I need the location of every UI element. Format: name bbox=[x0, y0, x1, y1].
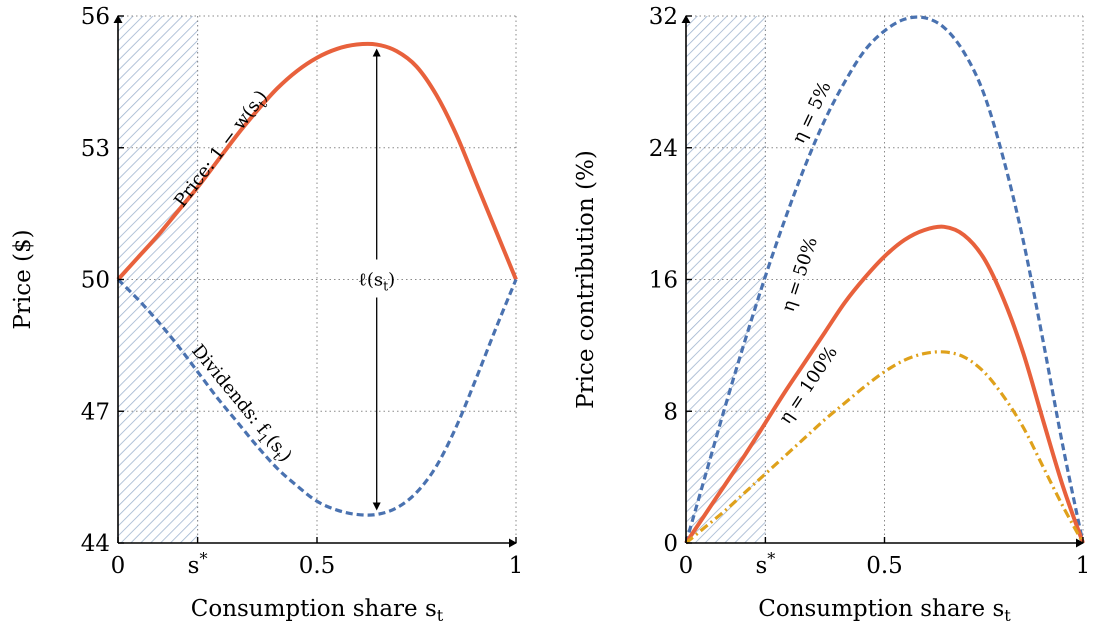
series-line-50 bbox=[684, 224, 1085, 545]
x-axis-title: Consumption share st​ bbox=[758, 596, 1011, 625]
x-tick-label: 0.5 bbox=[299, 553, 336, 579]
y-tick-label: 50 bbox=[81, 268, 110, 294]
y-tick-label: 53 bbox=[81, 136, 110, 162]
y-tick-label: 32 bbox=[649, 4, 678, 30]
x-tick-label: s*​ bbox=[188, 549, 208, 579]
y-tick-label: 24 bbox=[649, 136, 678, 162]
x-tick-label: 1 bbox=[1076, 553, 1091, 579]
x-tick-label: 0 bbox=[111, 553, 126, 579]
y-tick-label: 47 bbox=[81, 399, 110, 425]
y-tick-label: 44 bbox=[81, 531, 110, 557]
x-tick-label: 0.5 bbox=[866, 553, 903, 579]
y-tick-label: 0 bbox=[663, 531, 678, 557]
series-line-dividends-f-1-s-t bbox=[116, 278, 518, 517]
y-tick-label: 8 bbox=[663, 399, 678, 425]
annotation-s-t: ℓ(st) bbox=[358, 270, 395, 294]
y-axis-arrowhead bbox=[113, 15, 123, 23]
x-axis-arrowhead bbox=[1076, 538, 1084, 548]
y-tick-label: 56 bbox=[81, 4, 110, 30]
annotation-50: η = 50% bbox=[778, 234, 822, 314]
right-chart-panel: 0 s*​ 0.5 1 0 8 16 24 32 Consumption share st​ Pri… bbox=[573, 4, 1090, 625]
x-tick-label: 0 bbox=[679, 553, 694, 579]
x-axis-arrowhead bbox=[509, 538, 517, 548]
left-chart-panel: 0 s*​ 0.5 1 44 47 50 53 56 Consumption share st​ P… bbox=[10, 4, 523, 625]
x-tick-label: s*​ bbox=[755, 549, 775, 579]
annotation-dividends-f-1-s-t: Dividends: f1(st) bbox=[185, 341, 296, 469]
y-tick-label: 16 bbox=[649, 268, 678, 294]
shaded-region bbox=[118, 16, 198, 543]
series-line-5 bbox=[684, 15, 1085, 544]
x-tick-label: 1 bbox=[509, 553, 524, 579]
series-line-price-1-w-s-t bbox=[116, 41, 518, 281]
y-axis-title: Price contribution (%) bbox=[573, 150, 599, 409]
y-axis-title: Price ($) bbox=[10, 229, 36, 329]
shaded-region bbox=[686, 16, 766, 543]
annotation-arrowhead-down bbox=[372, 502, 381, 511]
y-axis-arrowhead bbox=[681, 15, 691, 23]
x-axis-title: Consumption share st​ bbox=[191, 596, 444, 625]
annotation-arrowhead-up bbox=[372, 48, 381, 57]
